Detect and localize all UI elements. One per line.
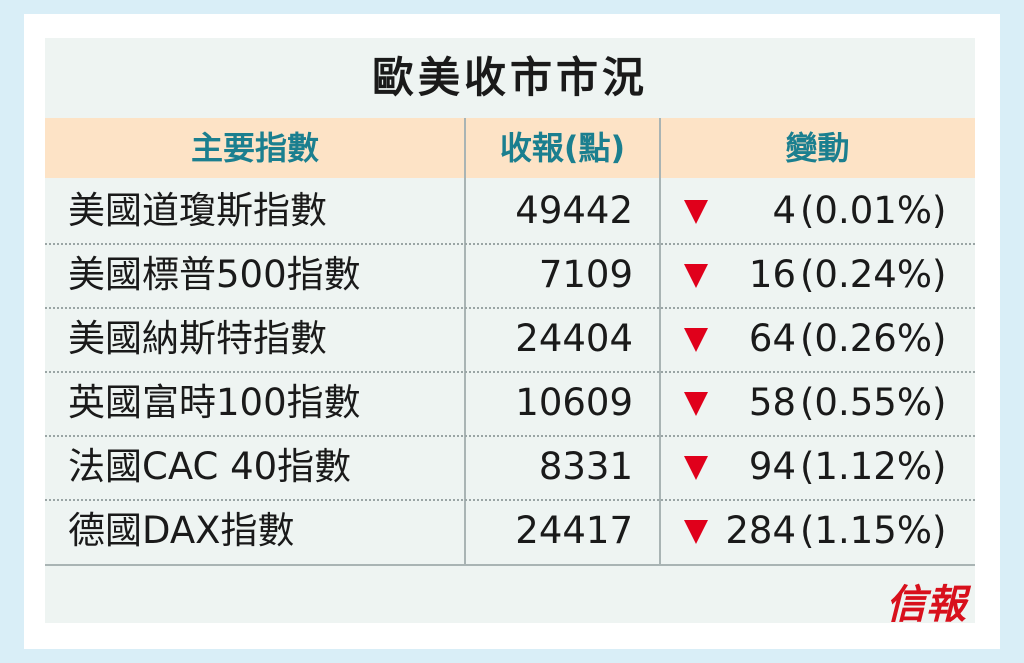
close-value: 24417 bbox=[515, 509, 633, 552]
index-name: 美國納斯特指數 bbox=[68, 317, 327, 360]
row-separator bbox=[45, 243, 975, 245]
change-percent: (1.12%) bbox=[800, 445, 947, 488]
header-cell: 收報(點) bbox=[499, 129, 626, 167]
down-arrow bbox=[684, 456, 708, 480]
change-value: 58 bbox=[748, 381, 796, 424]
index-name: 德國DAX指數 bbox=[68, 509, 295, 552]
index-name: 美國標普500指數 bbox=[68, 253, 361, 296]
change-value: 16 bbox=[748, 253, 796, 296]
header-cell: 變動 bbox=[785, 129, 850, 167]
close-value: 24404 bbox=[515, 317, 633, 360]
header-cell: 主要指數 bbox=[190, 129, 319, 167]
change-percent: (0.26%) bbox=[800, 317, 947, 360]
index-name: 英國富時100指數 bbox=[68, 381, 361, 424]
column-divider bbox=[464, 118, 466, 565]
header-row bbox=[45, 118, 975, 178]
change-value: 4 bbox=[772, 189, 796, 232]
row-separator bbox=[45, 499, 975, 501]
change-percent: (1.15%) bbox=[800, 509, 947, 552]
change-percent: (0.01%) bbox=[800, 189, 947, 232]
change-percent: (0.55%) bbox=[800, 381, 947, 424]
close-value: 49442 bbox=[515, 189, 633, 232]
title: 歐美收市市況 bbox=[371, 53, 648, 102]
down-arrow bbox=[684, 392, 708, 416]
down-arrow bbox=[684, 520, 708, 544]
down-arrow bbox=[684, 200, 708, 224]
down-arrow bbox=[684, 328, 708, 352]
change-value: 64 bbox=[748, 317, 796, 360]
change-value: 94 bbox=[748, 445, 796, 488]
close-value: 7109 bbox=[538, 253, 633, 296]
change-value: 284 bbox=[725, 509, 796, 552]
brand-logo: 信報 bbox=[886, 581, 966, 628]
close-value: 10609 bbox=[515, 381, 633, 424]
table-bottom bbox=[45, 564, 975, 566]
index-name: 美國道瓊斯指數 bbox=[68, 189, 327, 232]
row-separator bbox=[45, 435, 975, 437]
row-separator bbox=[45, 371, 975, 373]
down-arrow bbox=[684, 264, 708, 288]
row-separator bbox=[45, 307, 975, 309]
close-value: 8331 bbox=[538, 445, 633, 488]
column-divider bbox=[659, 118, 661, 565]
index-name: 法國CAC 40指數 bbox=[68, 445, 352, 488]
change-percent: (0.24%) bbox=[800, 253, 947, 296]
